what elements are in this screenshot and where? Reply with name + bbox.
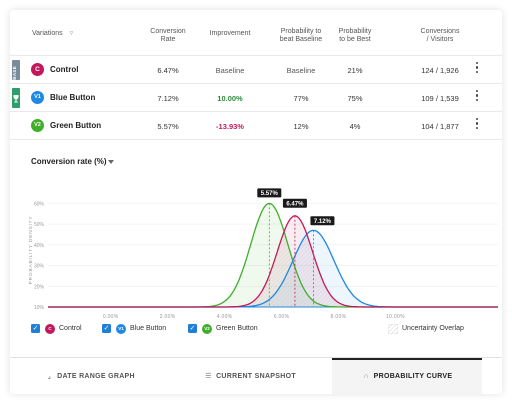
chevron-down-icon[interactable]	[108, 160, 114, 164]
legend-label: Uncertainty Overlap	[402, 325, 464, 332]
improvement: Baseline	[215, 66, 245, 75]
x-tick-label: 4.00%	[217, 314, 233, 320]
variation-name: Blue Button	[50, 93, 96, 102]
base-tag: BASE	[12, 60, 20, 80]
more-options-icon[interactable]	[475, 62, 479, 76]
table-header: Variations ▿ Conversion Rate Improvement…	[10, 10, 502, 55]
hatch-swatch-icon	[388, 323, 398, 334]
x-tick-label: 8.00%	[331, 314, 347, 320]
conversion-rate: 7.12%	[157, 94, 179, 103]
table-row[interactable]: V1 Blue Button 7.12% 10.00% 77% 75% 109 …	[10, 83, 502, 111]
filter-icon[interactable]: ▿	[69, 30, 74, 37]
legend-label: Green Button	[216, 325, 258, 332]
peak-label: 5.57%	[261, 191, 279, 197]
prob-beat-baseline: 77%	[293, 94, 309, 103]
divider	[10, 139, 502, 140]
conversion-rate: 5.57%	[157, 122, 179, 131]
line-chart-icon: ⌟	[47, 373, 52, 380]
table-row[interactable]: BASE C Control 6.47% Baseline Baseline 2…	[10, 55, 502, 83]
x-tick-label: 2.00%	[160, 314, 176, 320]
series-area-2	[48, 203, 498, 307]
y-tick-label: 20%	[34, 284, 45, 290]
trophy-icon	[13, 95, 19, 103]
results-card: Variations ▿ Conversion Rate Improvement…	[10, 10, 502, 394]
header-line: to be Best	[339, 36, 371, 43]
variation-badge: V1	[31, 91, 44, 104]
tab-current-snapshot[interactable]: ☰ CURRENT SNAPSHOT	[170, 358, 330, 394]
tab-date-range-graph[interactable]: ⌟ DATE RANGE GRAPH	[10, 358, 170, 394]
winner-tag	[12, 88, 20, 108]
prob-best: 75%	[347, 94, 363, 103]
x-tick-label: 6.00%	[274, 314, 290, 320]
header-conversions: Conversions / Visitors	[410, 28, 470, 44]
tab-label: DATE RANGE GRAPH	[57, 373, 135, 380]
header-prob-baseline: Probability to beat Baseline	[268, 28, 334, 44]
variation-name: Control	[50, 65, 79, 74]
table-row[interactable]: V2 Green Button 5.57% -13.93% 12% 4% 104…	[10, 111, 502, 139]
conversions: 124 / 1,926	[421, 66, 459, 75]
y-tick-label: 50%	[34, 222, 45, 228]
y-tick-label: 30%	[34, 264, 45, 270]
legend-label: Control	[59, 325, 82, 332]
x-tick-label: 10.00%	[386, 314, 405, 320]
sliders-icon: ☰	[205, 373, 212, 380]
legend-badge: C	[45, 323, 55, 334]
header-line: Rate	[160, 36, 176, 43]
conversions: 109 / 1,539	[421, 94, 459, 103]
conversion-rate: 6.47%	[157, 66, 179, 75]
tab-probability-curve[interactable]: ∩ PROBABILITY CURVE	[332, 358, 482, 394]
tab-label: CURRENT SNAPSHOT	[216, 373, 296, 380]
uncertainty-overlap-area	[228, 232, 367, 307]
header-prob-best: Probability to be Best	[330, 28, 380, 44]
peak-label-box	[257, 188, 282, 198]
improvement: -13.93%	[216, 122, 244, 131]
header-line: beat Baseline	[279, 36, 323, 43]
variation-badge: V2	[31, 119, 44, 132]
header-improvement: Improvement	[209, 30, 251, 37]
legend-badge: V2	[202, 323, 212, 334]
variation-badge: C	[31, 63, 44, 76]
peak-label-box	[282, 198, 307, 208]
prob-beat-baseline: 12%	[293, 122, 309, 131]
y-tick-label: 60%	[34, 201, 45, 207]
checkbox-checked-icon[interactable]: ✓	[188, 324, 197, 333]
prob-beat-baseline: Baseline	[286, 66, 316, 75]
legend-label: Blue Button	[130, 325, 167, 332]
view-tabs: ⌟ DATE RANGE GRAPH ☰ CURRENT SNAPSHOT ∩ PRO…	[10, 357, 502, 394]
peak-label-box	[310, 216, 335, 226]
metric-dropdown[interactable]: Conversion rate (%)	[31, 157, 107, 166]
legend-badge: V1	[116, 323, 126, 334]
header-line: Conversions	[420, 28, 460, 35]
tab-label: PROBABILITY CURVE	[373, 373, 453, 380]
more-options-icon[interactable]	[475, 90, 479, 104]
checkbox-checked-icon[interactable]: ✓	[31, 324, 40, 333]
improvement: 10.00%	[217, 94, 243, 103]
base-tag-label: BASE	[12, 66, 17, 80]
header-variations-label: Variations	[32, 30, 63, 37]
y-axis-label: PROBABILITY DENSITY	[28, 216, 34, 285]
header-line: Conversion	[150, 28, 186, 35]
checkbox-checked-icon[interactable]: ✓	[102, 324, 111, 333]
prob-best: 21%	[347, 66, 363, 75]
prob-best: 4%	[349, 122, 361, 131]
conversions: 104 / 1,877	[421, 122, 459, 131]
header-line: Probability	[338, 28, 372, 35]
x-tick-label: 0.00%	[103, 314, 119, 320]
probability-curve-chart: 10% 20% 30% 40% 50% 60% 0.00% 2.00% 4.00% 6.00% 8.…	[28, 188, 498, 320]
y-tick-label: 10%	[34, 305, 45, 311]
series-line-control	[48, 215, 498, 308]
header-conversion-rate: Conversion Rate	[138, 28, 198, 44]
header-line: / Visitors	[426, 36, 454, 43]
more-options-icon[interactable]	[475, 118, 479, 132]
header-variations[interactable]: Variations ▿	[32, 30, 73, 38]
header-line: Probability to	[280, 28, 322, 35]
peak-label: 6.47%	[286, 201, 304, 207]
y-tick-label: 40%	[34, 243, 45, 249]
bell-curve-icon: ∩	[363, 373, 369, 380]
variation-name: Green Button	[50, 121, 102, 130]
peak-label: 7.12%	[314, 219, 332, 225]
